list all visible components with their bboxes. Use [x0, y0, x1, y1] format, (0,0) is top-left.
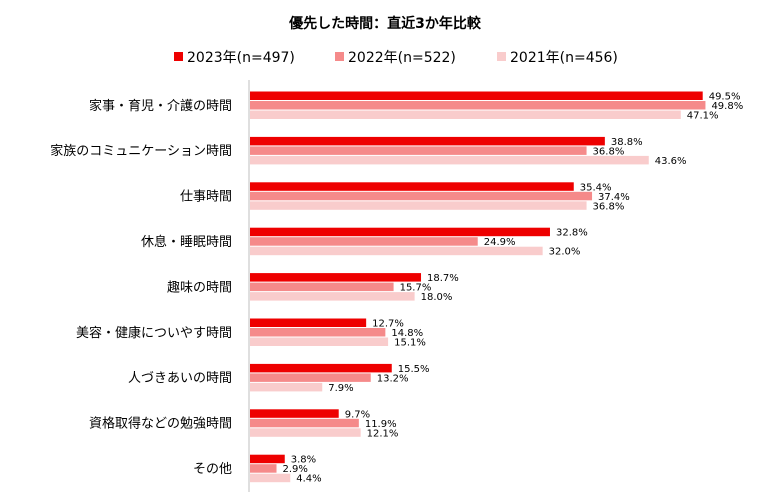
- value-label: 37.4%: [598, 192, 630, 203]
- bar-2023: [250, 227, 550, 237]
- bar-2022: [250, 191, 593, 201]
- bar-2021: [250, 246, 543, 256]
- bar-2021: [250, 428, 361, 437]
- value-labels: 49.5%49.8%47.1%38.8%36.8%43.6%35.4%37.4%…: [283, 92, 744, 485]
- bar-2023: [250, 182, 574, 191]
- category-label: 趣味の時間: [167, 280, 232, 295]
- bar-2023: [250, 91, 703, 100]
- value-label: 11.9%: [365, 419, 397, 430]
- bar-2022: [250, 373, 371, 382]
- bar-2023: [250, 318, 367, 327]
- value-label: 12.7%: [372, 319, 404, 330]
- value-label: 2.9%: [283, 464, 308, 475]
- category-label: 人づきあいの時間: [128, 371, 232, 386]
- chart-title: 優先した時間：直近3か年比較: [288, 15, 482, 32]
- value-label: 49.5%: [709, 92, 741, 103]
- legend: 2023年(n=497) 2022年(n=522) 2021年(n=456): [174, 50, 618, 66]
- legend-label-2021: 2021年(n=456): [510, 50, 618, 66]
- value-label: 15.1%: [394, 338, 426, 349]
- bar-2023: [250, 363, 392, 373]
- bar-2022: [250, 282, 394, 292]
- bar-2022: [250, 146, 587, 155]
- value-label: 3.8%: [291, 455, 316, 466]
- value-label: 36.8%: [593, 201, 625, 212]
- legend-swatch-2021: [497, 52, 506, 61]
- bar-2021: [250, 292, 415, 301]
- value-label: 15.7%: [400, 283, 432, 294]
- value-label: 36.8%: [593, 146, 625, 157]
- value-label: 18.7%: [427, 273, 459, 284]
- value-label: 43.6%: [655, 156, 687, 167]
- category-labels: 家事・育児・介護の時間家族のコミュニケーション時間仕事時間休息・睡眠時間趣味の時…: [50, 98, 232, 477]
- value-label: 49.8%: [711, 101, 743, 112]
- bar-2021: [250, 201, 587, 210]
- value-label: 38.8%: [611, 137, 643, 148]
- bar-2022: [250, 464, 277, 473]
- value-label: 24.9%: [484, 237, 516, 248]
- value-label: 9.7%: [345, 409, 370, 420]
- value-label: 12.1%: [367, 428, 399, 439]
- bar-2021: [250, 155, 649, 165]
- bar-2022: [250, 101, 706, 110]
- value-label: 7.9%: [328, 383, 353, 394]
- bar-2023: [250, 273, 422, 282]
- bar-2022: [250, 418, 359, 428]
- category-label: 資格取得などの勉強時間: [89, 416, 232, 432]
- category-label: 仕事時間: [180, 190, 232, 205]
- legend-swatch-2022: [335, 52, 344, 61]
- bar-2021: [250, 382, 323, 392]
- bar-2023: [250, 136, 605, 146]
- category-label: 家族のコミュニケーション時間: [50, 143, 232, 159]
- value-label: 35.4%: [580, 182, 612, 193]
- value-label: 47.1%: [687, 111, 719, 122]
- category-label: 休息・睡眠時間: [141, 234, 232, 250]
- value-label: 18.0%: [421, 292, 453, 303]
- bar-2022: [250, 328, 386, 337]
- bar-2023: [250, 409, 339, 418]
- bar-2021: [250, 337, 389, 346]
- category-label: 家事・育児・介護の時間: [89, 98, 232, 114]
- value-label: 32.0%: [549, 247, 581, 258]
- legend-swatch-2023: [174, 52, 183, 61]
- legend-label-2023: 2023年(n=497): [187, 50, 295, 66]
- category-label: 美容・健康についやす時間: [76, 325, 232, 341]
- value-label: 13.2%: [377, 373, 409, 384]
- value-label: 15.5%: [398, 364, 430, 375]
- bar-2022: [250, 237, 478, 246]
- bars: [250, 91, 706, 483]
- bar-2021: [250, 110, 681, 119]
- bar-2023: [250, 454, 285, 464]
- value-label: 32.8%: [556, 228, 588, 239]
- bar-2021: [250, 473, 291, 483]
- value-label: 4.4%: [296, 474, 321, 485]
- value-label: 14.8%: [391, 328, 423, 339]
- category-label: その他: [193, 462, 232, 477]
- legend-label-2022: 2022年(n=522): [348, 50, 456, 66]
